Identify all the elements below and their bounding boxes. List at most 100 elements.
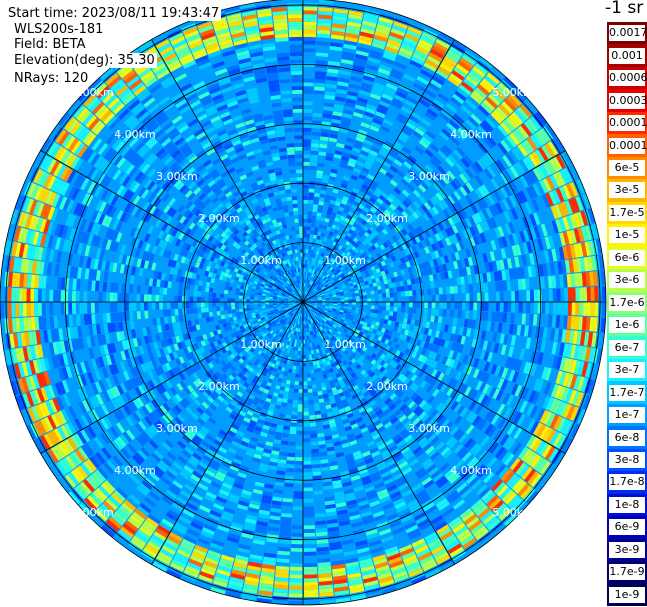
range-gate-cell <box>385 306 390 311</box>
range-gate-cell <box>383 174 392 183</box>
range-gate-cell <box>310 253 314 258</box>
range-gate-cell <box>432 155 442 165</box>
range-gate-cell <box>487 282 493 292</box>
range-gate-cell <box>495 85 509 98</box>
range-gate-cell <box>437 92 450 103</box>
range-gate-cell <box>374 290 379 295</box>
range-gate-cell <box>361 118 372 125</box>
range-gate-cell <box>363 180 371 187</box>
range-gate-cell <box>447 138 458 149</box>
range-gate-cell <box>377 103 389 112</box>
range-gate-cell <box>401 128 412 137</box>
range-gate-cell <box>314 403 320 408</box>
range-gate-cell <box>374 305 379 310</box>
range-gate-cell <box>355 180 363 188</box>
range-gate-cell <box>415 313 420 320</box>
range-gate-cell <box>330 227 336 233</box>
range-gate-cell <box>321 240 326 246</box>
range-gate-cell <box>310 154 318 159</box>
range-gate-cell <box>567 287 572 302</box>
range-gate-cell <box>303 86 314 91</box>
range-gate-cell <box>303 177 310 181</box>
range-gate-cell <box>354 104 366 111</box>
range-gate-cell <box>327 260 332 266</box>
range-gate-cell <box>364 237 371 244</box>
range-gate-cell <box>363 163 372 171</box>
range-gate-cell <box>303 370 307 374</box>
range-gate-cell <box>399 202 407 211</box>
range-gate-cell <box>304 271 307 276</box>
range-gate-cell <box>344 144 353 151</box>
range-gate-cell <box>425 130 436 140</box>
range-gate-cell <box>431 295 436 302</box>
range-gate-cell <box>370 167 379 174</box>
range-gate-cell <box>362 114 373 122</box>
range-gate-cell <box>315 414 322 419</box>
range-gate-cell <box>372 213 379 221</box>
range-gate-cell <box>338 190 345 196</box>
range-gate-cell <box>303 362 307 367</box>
range-gate-cell <box>348 13 363 21</box>
range-gate-cell <box>300 358 303 363</box>
range-gate-cell <box>310 373 315 378</box>
range-gate-cell <box>303 158 311 163</box>
range-gate-cell <box>338 206 345 212</box>
range-gate-cell <box>418 139 429 149</box>
range-gate-cell <box>317 158 325 164</box>
range-gate-cell <box>322 113 332 119</box>
range-gate-cell <box>303 78 314 83</box>
range-gate-cell <box>345 32 359 39</box>
range-gate-cell <box>431 140 442 150</box>
range-gate-cell <box>305 287 307 292</box>
range-gate-cell <box>308 264 311 269</box>
range-gate-cell <box>390 126 401 135</box>
range-gate-cell <box>311 286 315 290</box>
range-gate-cell <box>363 13 379 21</box>
range-gate-cell <box>309 284 312 289</box>
range-gate-cell <box>349 154 359 161</box>
range-gate-cell <box>325 214 331 220</box>
range-gate-cell <box>314 279 318 283</box>
range-gate-cell <box>368 96 380 104</box>
range-gate-cell <box>303 521 315 526</box>
range-gate-cell <box>418 72 431 82</box>
range-gate-cell <box>400 286 405 292</box>
range-gate-cell <box>289 384 295 389</box>
range-gate-cell <box>372 38 387 46</box>
range-gate-cell <box>374 31 389 39</box>
range-gate-cell <box>317 227 323 233</box>
range-gate-cell <box>385 185 394 193</box>
range-gate-cell <box>294 377 300 382</box>
range-gate-cell <box>290 376 296 382</box>
range-gate-cell <box>381 310 386 315</box>
range-gate-cell <box>342 175 351 182</box>
range-gate-cell <box>295 460 303 465</box>
range-gate-cell <box>375 135 385 144</box>
range-gate-cell <box>307 280 310 284</box>
range-gate-cell <box>364 177 373 184</box>
range-gate-cell <box>328 219 334 225</box>
range-gate-cell <box>356 97 368 104</box>
range-gate-cell <box>423 133 434 143</box>
range-gate-cell <box>313 282 317 287</box>
range-gate-cell <box>437 65 451 76</box>
range-gate-cell <box>414 105 427 115</box>
range-gate-cell <box>318 277 322 282</box>
range-gate-cell <box>305 354 309 359</box>
range-gate-cell <box>366 103 377 111</box>
range-gate-cell <box>408 307 413 314</box>
range-gate-cell <box>308 196 314 201</box>
range-gate-cell <box>438 112 451 122</box>
range-gate-cell <box>303 290 305 295</box>
range-gate-cell <box>299 373 303 378</box>
range-gate-cell <box>325 83 337 89</box>
range-gate-cell <box>350 76 362 83</box>
range-gate-cell <box>541 302 546 314</box>
range-gate-cell <box>334 181 342 187</box>
range-gate-cell <box>490 90 504 104</box>
range-gate-cell <box>307 253 311 258</box>
range-gate-cell <box>409 89 422 99</box>
range-gate-cell <box>288 593 303 598</box>
range-gate-cell <box>449 309 455 318</box>
range-gate-cell <box>359 125 369 133</box>
